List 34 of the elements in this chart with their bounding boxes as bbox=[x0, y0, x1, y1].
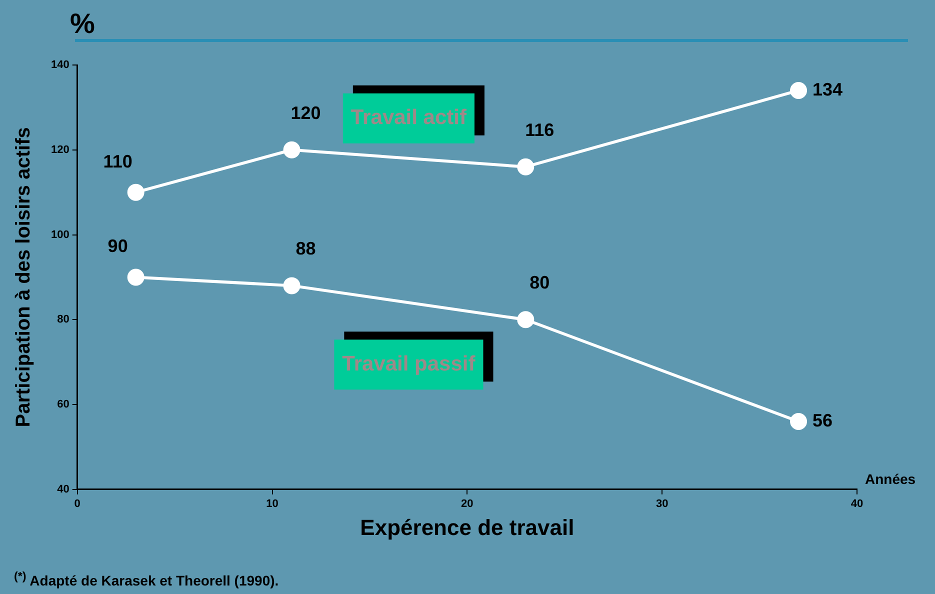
x-tick-label: 20 bbox=[461, 498, 474, 510]
data-label: 110 bbox=[103, 151, 132, 172]
y-tick-label: 120 bbox=[50, 144, 70, 156]
point bbox=[283, 277, 300, 294]
point bbox=[127, 184, 144, 201]
x-axis-title: Expérence de travail bbox=[360, 514, 574, 540]
data-label: 134 bbox=[812, 79, 843, 100]
data-label: 80 bbox=[530, 272, 550, 293]
x-tick-label: 40 bbox=[850, 498, 864, 510]
y-axis-title: Participation à des loisirs actifs bbox=[12, 127, 35, 428]
point bbox=[517, 311, 534, 328]
data-label: 88 bbox=[296, 238, 316, 259]
y-tick-label: 60 bbox=[57, 398, 70, 411]
text: % bbox=[70, 8, 95, 40]
y-tick-label: 80 bbox=[57, 314, 70, 326]
text: Années bbox=[865, 471, 916, 488]
x-tick-label: 0 bbox=[74, 498, 80, 510]
point bbox=[790, 412, 808, 430]
y-tick-label: 140 bbox=[50, 59, 70, 72]
data-label: 56 bbox=[812, 410, 833, 430]
series-label: Travail passif bbox=[342, 352, 476, 376]
x-tick-label: 10 bbox=[266, 498, 278, 510]
y-tick-label: 100 bbox=[50, 228, 70, 241]
text: $^{(*)}$ Adapté de Karasek et Theorell (1990). bbox=[14, 570, 279, 589]
y-tick-label: 40 bbox=[57, 483, 70, 496]
data-label: 90 bbox=[108, 236, 128, 256]
point bbox=[517, 158, 534, 176]
series-label: Travail actif bbox=[350, 106, 468, 130]
point bbox=[127, 268, 144, 286]
point bbox=[283, 141, 300, 158]
data-label: 120 bbox=[290, 102, 321, 123]
point bbox=[790, 82, 808, 99]
data-label: 116 bbox=[525, 120, 554, 140]
x-tick-label: 30 bbox=[656, 498, 668, 510]
